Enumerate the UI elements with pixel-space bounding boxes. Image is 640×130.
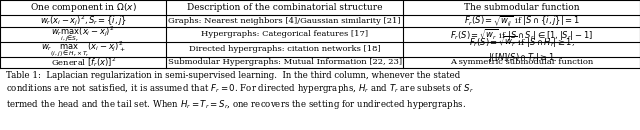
Text: The submodular function: The submodular function	[464, 3, 579, 12]
Text: General $[f_r(x)]^2$: General $[f_r(x)]^2$	[51, 55, 116, 69]
Text: $w_r \underset{(i,j) \in H_r \times T_r}{\max}(x_i - x_j)^2_+$: $w_r \underset{(i,j) \in H_r \times T_r}…	[41, 40, 125, 59]
Text: Description of the combinatorial structure: Description of the combinatorial structu…	[187, 3, 383, 12]
Text: $F_r(S) = \sqrt{w_{ij}}$ if $|S \cap \{i, j\}| = 1$: $F_r(S) = \sqrt{w_{ij}}$ if $|S \cap \{i…	[464, 14, 579, 28]
Text: A symmetric submodular function: A symmetric submodular function	[450, 58, 593, 66]
Text: Table 1:  Laplacian regularization in semi-supervised learning.  In the third co: Table 1: Laplacian regularization in sem…	[6, 71, 474, 111]
Text: $F_r(S) = \sqrt{w_r}$ if $|S \cap S_r| \in [1, |S_r| - 1]$: $F_r(S) = \sqrt{w_r}$ if $|S \cap S_r| \…	[450, 27, 593, 42]
Text: One component in $\Omega(x)$: One component in $\Omega(x)$	[29, 1, 137, 14]
Text: $w_r(x_i - x_j)^2, S_r = \{i, j\}$: $w_r(x_i - x_j)^2, S_r = \{i, j\}$	[40, 14, 127, 28]
Text: Directed hypergraphs: citation networks [18]: Directed hypergraphs: citation networks …	[189, 45, 381, 53]
Text: $w_r \max_{i,j \in S_r}(x_i - x_j)^2$: $w_r \max_{i,j \in S_r}(x_i - x_j)^2$	[51, 25, 115, 44]
Text: Graphs: Nearest neighbors [4]/Gaussian similarity [21]: Graphs: Nearest neighbors [4]/Gaussian s…	[168, 17, 401, 25]
Text: Hypergraphs: Categorical features [17]: Hypergraphs: Categorical features [17]	[201, 30, 369, 38]
Text: Submodular Hypergraphs: Mutual Information [22, 23]: Submodular Hypergraphs: Mutual Informati…	[168, 58, 402, 66]
Text: $F_r(S) = \sqrt{w_r}$ if $|S \cap H_r| \geq 1$,
$|([N]/S) \cap T_r| \geq 1$: $F_r(S) = \sqrt{w_r}$ if $|S \cap H_r| \…	[468, 34, 575, 64]
